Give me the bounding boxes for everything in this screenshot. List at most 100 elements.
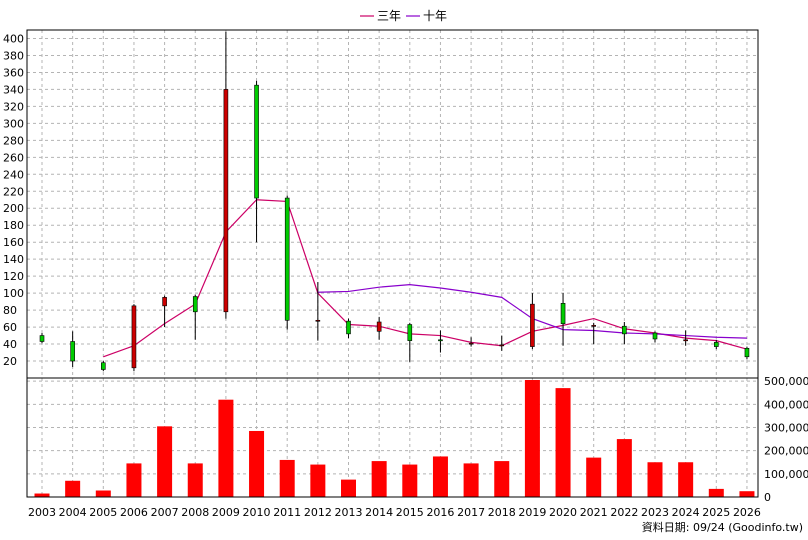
volume-tick-label: 500,000 <box>764 375 808 388</box>
candle-body <box>162 297 167 307</box>
x-tick-label: 2018 <box>488 506 516 519</box>
candle-2006 <box>131 304 137 372</box>
candle-body <box>407 324 413 341</box>
candle-2005 <box>101 361 106 372</box>
volume-tick-label: 400,000 <box>764 398 808 411</box>
candle-body <box>131 305 137 369</box>
candle-2003 <box>39 333 45 344</box>
candle-2011 <box>284 195 290 330</box>
x-tick-label: 2011 <box>273 506 301 519</box>
candle-2021 <box>591 322 597 345</box>
price-tick-label: 80 <box>3 304 17 317</box>
volume-bar-2024 <box>678 462 694 497</box>
volume-tick-label: 100,000 <box>764 468 808 481</box>
candle-2012 <box>315 282 321 341</box>
price-tick-label: 60 <box>3 321 17 334</box>
candle-2019 <box>530 293 535 350</box>
candle-body <box>284 197 290 321</box>
candle-body <box>70 341 75 362</box>
candle-body <box>683 339 688 342</box>
x-tick-label: 2007 <box>151 506 179 519</box>
price-tick-label: 240 <box>3 168 24 181</box>
candle-body <box>652 332 658 340</box>
volume-bar-2023 <box>647 462 663 497</box>
source-label: 資料日期: 09/24 (Goodinfo.tw) <box>642 520 803 534</box>
candle-body <box>560 303 566 324</box>
price-tick-label: 300 <box>3 117 24 130</box>
candle-2018 <box>499 335 505 351</box>
x-tick-label: 2023 <box>641 506 669 519</box>
candle-2007 <box>162 295 167 328</box>
candle-2013 <box>346 318 351 339</box>
volume-frame <box>26 377 759 498</box>
price-tick-label: 260 <box>3 151 24 164</box>
volume-bar-2018 <box>494 461 510 497</box>
candle-body <box>346 320 351 335</box>
volume-bar-2011 <box>279 459 295 497</box>
candle-body <box>591 325 597 327</box>
price-tick-label: 140 <box>3 253 24 266</box>
x-tick-label: 2020 <box>549 506 577 519</box>
x-tick-label: 2008 <box>181 506 209 519</box>
price-tick-label: 200 <box>3 202 24 215</box>
volume-bar-2026 <box>739 491 755 497</box>
x-tick-label: 2009 <box>212 506 240 519</box>
x-tick-label: 2016 <box>426 506 454 519</box>
price-tick-label: 120 <box>3 270 24 283</box>
volume-bar-2007 <box>157 426 173 497</box>
x-tick-label: 2005 <box>89 506 117 519</box>
candle-2010 <box>254 80 259 243</box>
volume-bar-2016 <box>432 456 448 497</box>
candle-2009 <box>223 31 229 319</box>
volume-tick-label: 300,000 <box>764 421 808 434</box>
candle-2016 <box>438 330 443 353</box>
x-tick-label: 2019 <box>518 506 546 519</box>
candle-2024 <box>683 330 688 346</box>
volume-bar-2009 <box>218 399 234 497</box>
price-frame <box>26 29 759 379</box>
x-tick-label: 2025 <box>702 506 730 519</box>
price-tick-label: 220 <box>3 185 24 198</box>
volume-bar-2003 <box>34 493 50 497</box>
x-tick-label: 2010 <box>243 506 271 519</box>
candle-2026 <box>744 346 750 360</box>
price-panel: 20 40 60 80 100 120 140 160 180 200 220 240 260 280 30… <box>3 29 759 379</box>
volume-bar-2021 <box>586 457 602 497</box>
candle-body <box>223 89 229 313</box>
volume-bar-2005 <box>95 490 111 497</box>
price-tick-label: 20 <box>3 355 17 368</box>
volume-bar-2012 <box>310 464 326 497</box>
volume-bar-2014 <box>371 461 387 497</box>
x-tick-label: 2017 <box>457 506 485 519</box>
ma-line-3y <box>103 199 748 358</box>
x-tick-label: 2003 <box>28 506 56 519</box>
volume-bar-2013 <box>341 479 356 497</box>
candle-body <box>468 342 474 345</box>
x-tick-label: 2024 <box>672 506 700 519</box>
price-tick-label: 180 <box>3 219 24 232</box>
candle-2022 <box>622 321 627 345</box>
candle-body <box>438 339 443 342</box>
price-tick-label: 380 <box>3 49 24 62</box>
price-tick-label: 280 <box>3 134 24 147</box>
price-tick-label: 100 <box>3 287 24 300</box>
x-axis: 2003 2004 2005 2006 2007 2008 2009 2010 2011 2012… <box>28 506 761 519</box>
volume-bar-2019 <box>524 380 540 497</box>
candle-body <box>376 321 382 332</box>
candle-2017 <box>468 337 474 347</box>
volume-bar-2017 <box>463 463 479 497</box>
price-tick-label: 360 <box>3 66 24 79</box>
volume-bar-2015 <box>402 464 418 497</box>
volume-bar-2010 <box>249 430 265 497</box>
candle-body <box>101 362 106 370</box>
volume-panel: 0 100,000 200,000 300,000 400,000 500,000 <box>26 375 808 504</box>
candle-body <box>744 347 750 358</box>
legend-label-ma10: 十年 <box>423 9 447 23</box>
candle-2008 <box>192 294 198 340</box>
x-tick-label: 2014 <box>365 506 393 519</box>
x-tick-label: 2012 <box>304 506 332 519</box>
price-tick-label: 40 <box>3 338 17 351</box>
x-tick-label: 2015 <box>396 506 424 519</box>
candle-body <box>499 344 505 347</box>
